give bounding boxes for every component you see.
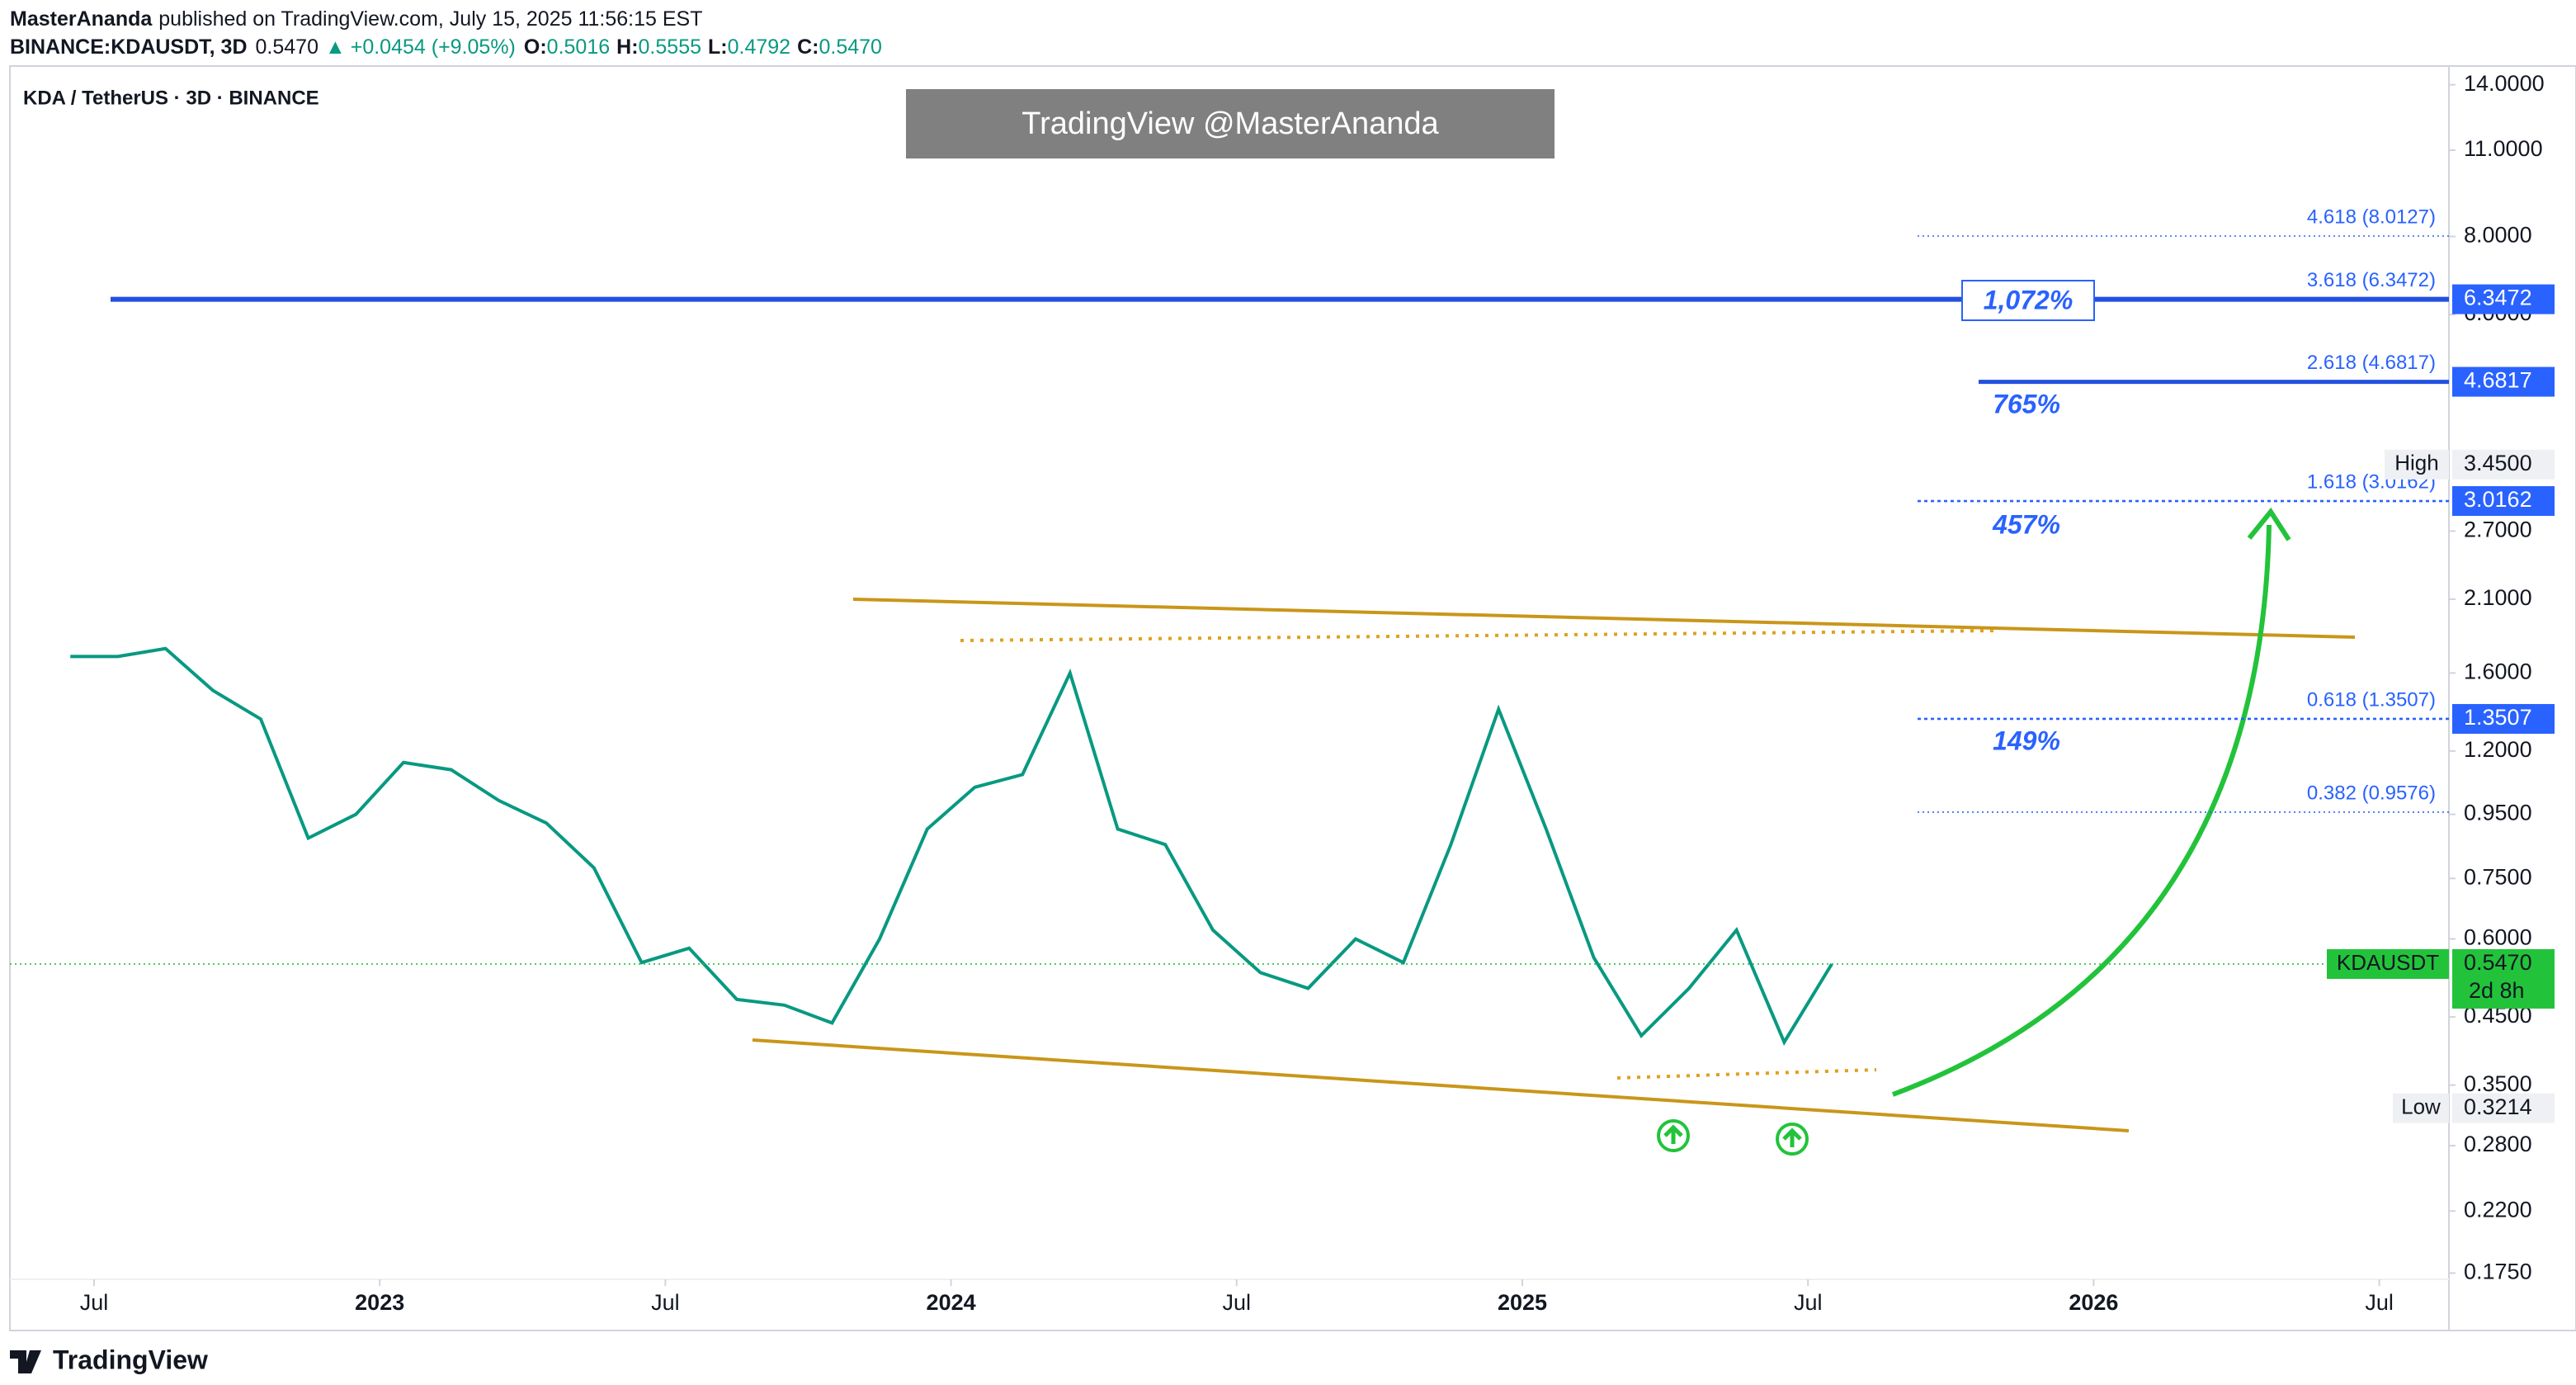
x-tick-label: Jul <box>1223 1290 1252 1315</box>
price-tag <box>2452 284 2555 314</box>
price-tag-label: 3.0162 <box>2464 487 2532 512</box>
price-tag <box>2452 366 2555 397</box>
signal-icon <box>1776 1123 1809 1156</box>
countdown: 2d 8h <box>2469 978 2525 1003</box>
symbol: BINANCE:KDAUSDT, 3D <box>10 35 248 59</box>
price-line <box>70 646 1833 1046</box>
watermark-box <box>906 89 1555 158</box>
fib-label: 3.618 (6.3472) <box>2307 269 2436 291</box>
o-label: O: <box>524 35 547 59</box>
change: +0.0454 (+9.05%) <box>351 35 516 59</box>
h-label: H: <box>616 35 638 59</box>
price-tag <box>2452 486 2555 517</box>
y-tick-label: 0.2200 <box>2464 1197 2532 1222</box>
y-tick-label: 0.1750 <box>2464 1260 2532 1284</box>
x-tick-label: 2025 <box>1498 1290 1547 1315</box>
trend-line <box>752 1038 2130 1132</box>
low-value: 0.3214 <box>2464 1094 2532 1119</box>
price-tag-label: 6.3472 <box>2464 286 2532 310</box>
low-value-box <box>2452 1093 2555 1123</box>
percent-label: 457% <box>1992 509 2060 539</box>
y-tick-label: 11.0000 <box>2464 136 2543 161</box>
percent-label: 149% <box>1993 726 2060 755</box>
high-value-box <box>2452 449 2555 480</box>
percent-label: 765% <box>1993 389 2060 418</box>
price-tag-label: 4.6817 <box>2464 368 2532 393</box>
high-value: 3.4500 <box>2464 451 2532 475</box>
y-tick-label: 0.2800 <box>2464 1132 2532 1156</box>
fib-label: 4.618 (8.0127) <box>2307 206 2436 228</box>
arrow: ▲ <box>325 35 346 59</box>
y-tick-label: 2.1000 <box>2464 585 2532 610</box>
percent-label: 1,072% <box>1984 285 2074 314</box>
x-tick-label: Jul <box>2365 1290 2394 1315</box>
y-tick-label: 0.9500 <box>2464 801 2532 825</box>
projection-arrow-head <box>2247 507 2291 541</box>
y-tick-label: 2.7000 <box>2464 518 2532 542</box>
y-tick-label: 1.6000 <box>2464 659 2532 683</box>
trend-line <box>852 598 2356 639</box>
x-tick-label: Jul <box>1794 1290 1823 1315</box>
y-tick-label: 1.2000 <box>2464 737 2532 762</box>
y-tick-label: 0.7500 <box>2464 864 2532 889</box>
y-tick-label: 8.0000 <box>2464 223 2532 248</box>
l-label: L: <box>708 35 728 59</box>
legend: KDA / TetherUS · 3D · BINANCE <box>23 87 319 109</box>
ohlc-line: BINANCE:KDAUSDT, 3D 0.5470 ▲ +0.0454 (+9.05… <box>10 35 882 59</box>
price-tag-label: 1.3507 <box>2464 705 2532 730</box>
signal-icon <box>1657 1119 1690 1152</box>
high-box <box>2385 449 2449 480</box>
low-box <box>2393 1093 2449 1123</box>
y-tick-label: 14.0000 <box>2464 71 2545 96</box>
fib-label: 2.618 (4.6817) <box>2307 352 2436 374</box>
symbol-tag-label: KDAUSDT <box>2337 950 2439 975</box>
x-tick-label: 2026 <box>2069 1290 2118 1315</box>
y-tick-label: 0.3500 <box>2464 1071 2532 1096</box>
l-value: 0.4792 <box>728 35 790 59</box>
x-tick-label: Jul <box>80 1290 109 1315</box>
author: MasterAnanda <box>10 7 153 31</box>
fib-label: 0.618 (1.3507) <box>2307 688 2436 711</box>
price-tag <box>2452 703 2555 734</box>
price: 0.5470 <box>256 35 318 59</box>
last-price-label: 0.5470 <box>2464 950 2532 975</box>
h-value: 0.5555 <box>639 35 701 59</box>
footer-logo: TradingView <box>10 1345 208 1374</box>
percent-box <box>1961 280 2095 321</box>
fib-label: 0.382 (0.9576) <box>2307 782 2436 804</box>
c-label: C: <box>797 35 819 59</box>
footer-text: TradingView <box>53 1345 208 1374</box>
watermark: TradingView @MasterAnanda <box>1021 106 1439 141</box>
x-tick-label: 2023 <box>355 1290 404 1315</box>
last-price-tag <box>2452 948 2555 1009</box>
x-tick-label: Jul <box>651 1290 680 1315</box>
symbol-tag <box>2327 948 2449 979</box>
y-tick-label: 0.6000 <box>2464 925 2532 950</box>
published: published on TradingView.com, July 15, 2… <box>158 7 702 31</box>
publish-line: MasterAnanda published on TradingView.com… <box>10 7 703 31</box>
o-value: 0.5016 <box>547 35 610 59</box>
high-label: High <box>2394 451 2438 475</box>
trend-line-dotted <box>1616 1068 1877 1080</box>
x-tick-label: 2024 <box>927 1290 976 1315</box>
projection-arrow <box>1891 524 2272 1097</box>
low-label: Low <box>2401 1094 2441 1119</box>
chart-frame <box>9 65 2576 1331</box>
c-value: 0.5470 <box>819 35 881 59</box>
